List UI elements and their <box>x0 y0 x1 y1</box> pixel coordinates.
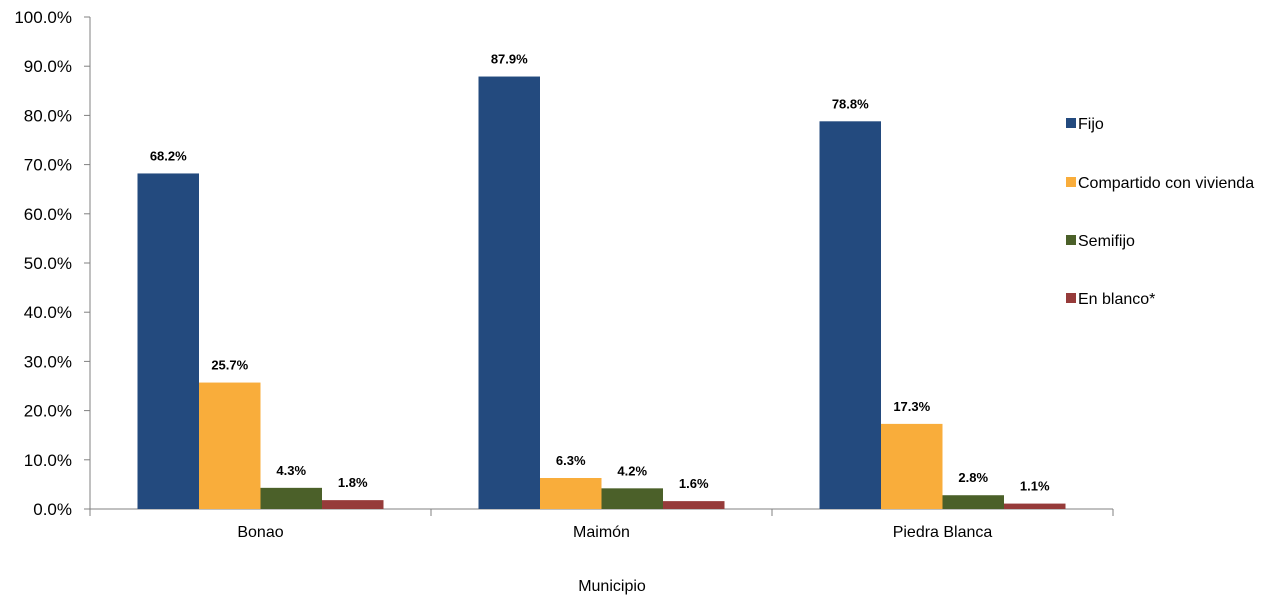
x-axis-title: Municipio <box>578 578 646 595</box>
y-tick-label: 60.0% <box>24 205 72 224</box>
bar <box>1004 503 1066 509</box>
legend-label: Semifijo <box>1078 233 1135 250</box>
bar <box>881 423 943 509</box>
legend-swatch <box>1066 118 1076 128</box>
data-label: 1.8% <box>338 475 368 490</box>
bar <box>819 121 881 509</box>
data-label: 68.2% <box>150 148 187 163</box>
y-tick-label: 80.0% <box>24 106 72 125</box>
data-label: 17.3% <box>893 399 930 414</box>
y-tick-label: 0.0% <box>33 500 72 519</box>
bar <box>199 382 261 509</box>
legend-swatch <box>1066 235 1076 245</box>
y-tick-label: 70.0% <box>24 156 72 175</box>
legend: Fijo Compartido con vivienda Semifijo En bl… <box>1066 116 1254 308</box>
y-tick-label: 90.0% <box>24 57 72 76</box>
y-tick-label: 30.0% <box>24 352 72 371</box>
bar <box>942 495 1004 509</box>
x-axis: Bonao Maimón Piedra Blanca <box>89 508 1114 541</box>
y-tick-label: 20.0% <box>24 402 72 421</box>
legend-swatch <box>1066 293 1076 303</box>
data-label: 1.1% <box>1020 479 1050 494</box>
data-label: 87.9% <box>491 52 528 67</box>
data-label: 4.2% <box>617 463 647 478</box>
bar <box>260 487 322 509</box>
data-labels: 68.2% 87.9% 78.8% 25.7% 6.3% 17.3% 4.3% 4.2% 2.8… <box>150 52 1050 494</box>
data-label: 78.8% <box>832 96 869 111</box>
data-label: 6.3% <box>556 453 586 468</box>
bar <box>478 76 540 510</box>
bar <box>322 500 384 509</box>
y-tick-label: 40.0% <box>24 303 72 322</box>
bar <box>601 488 663 509</box>
legend-label: Compartido con vivienda <box>1078 175 1254 192</box>
y-tick-label: 50.0% <box>24 254 72 273</box>
bar <box>663 501 725 509</box>
y-tick-label: 10.0% <box>24 451 72 470</box>
y-tick-label: 100.0% <box>14 8 72 27</box>
y-axis: 0.0% 10.0% 20.0% 30.0% 40.0% 50.0% 60.0% 70.0% 8… <box>14 8 91 519</box>
data-label: 2.8% <box>958 470 988 485</box>
bar <box>137 173 199 509</box>
legend-label: Fijo <box>1078 116 1104 133</box>
data-label: 4.3% <box>276 463 306 478</box>
x-category-label: Maimón <box>573 524 630 541</box>
x-category-label: Piedra Blanca <box>893 524 993 541</box>
legend-swatch <box>1066 177 1076 187</box>
x-category-label: Bonao <box>237 524 283 541</box>
bar <box>540 478 602 509</box>
legend-label: En blanco* <box>1078 291 1155 308</box>
bars <box>137 76 1066 510</box>
data-label: 25.7% <box>211 358 248 373</box>
data-label: 1.6% <box>679 476 709 491</box>
